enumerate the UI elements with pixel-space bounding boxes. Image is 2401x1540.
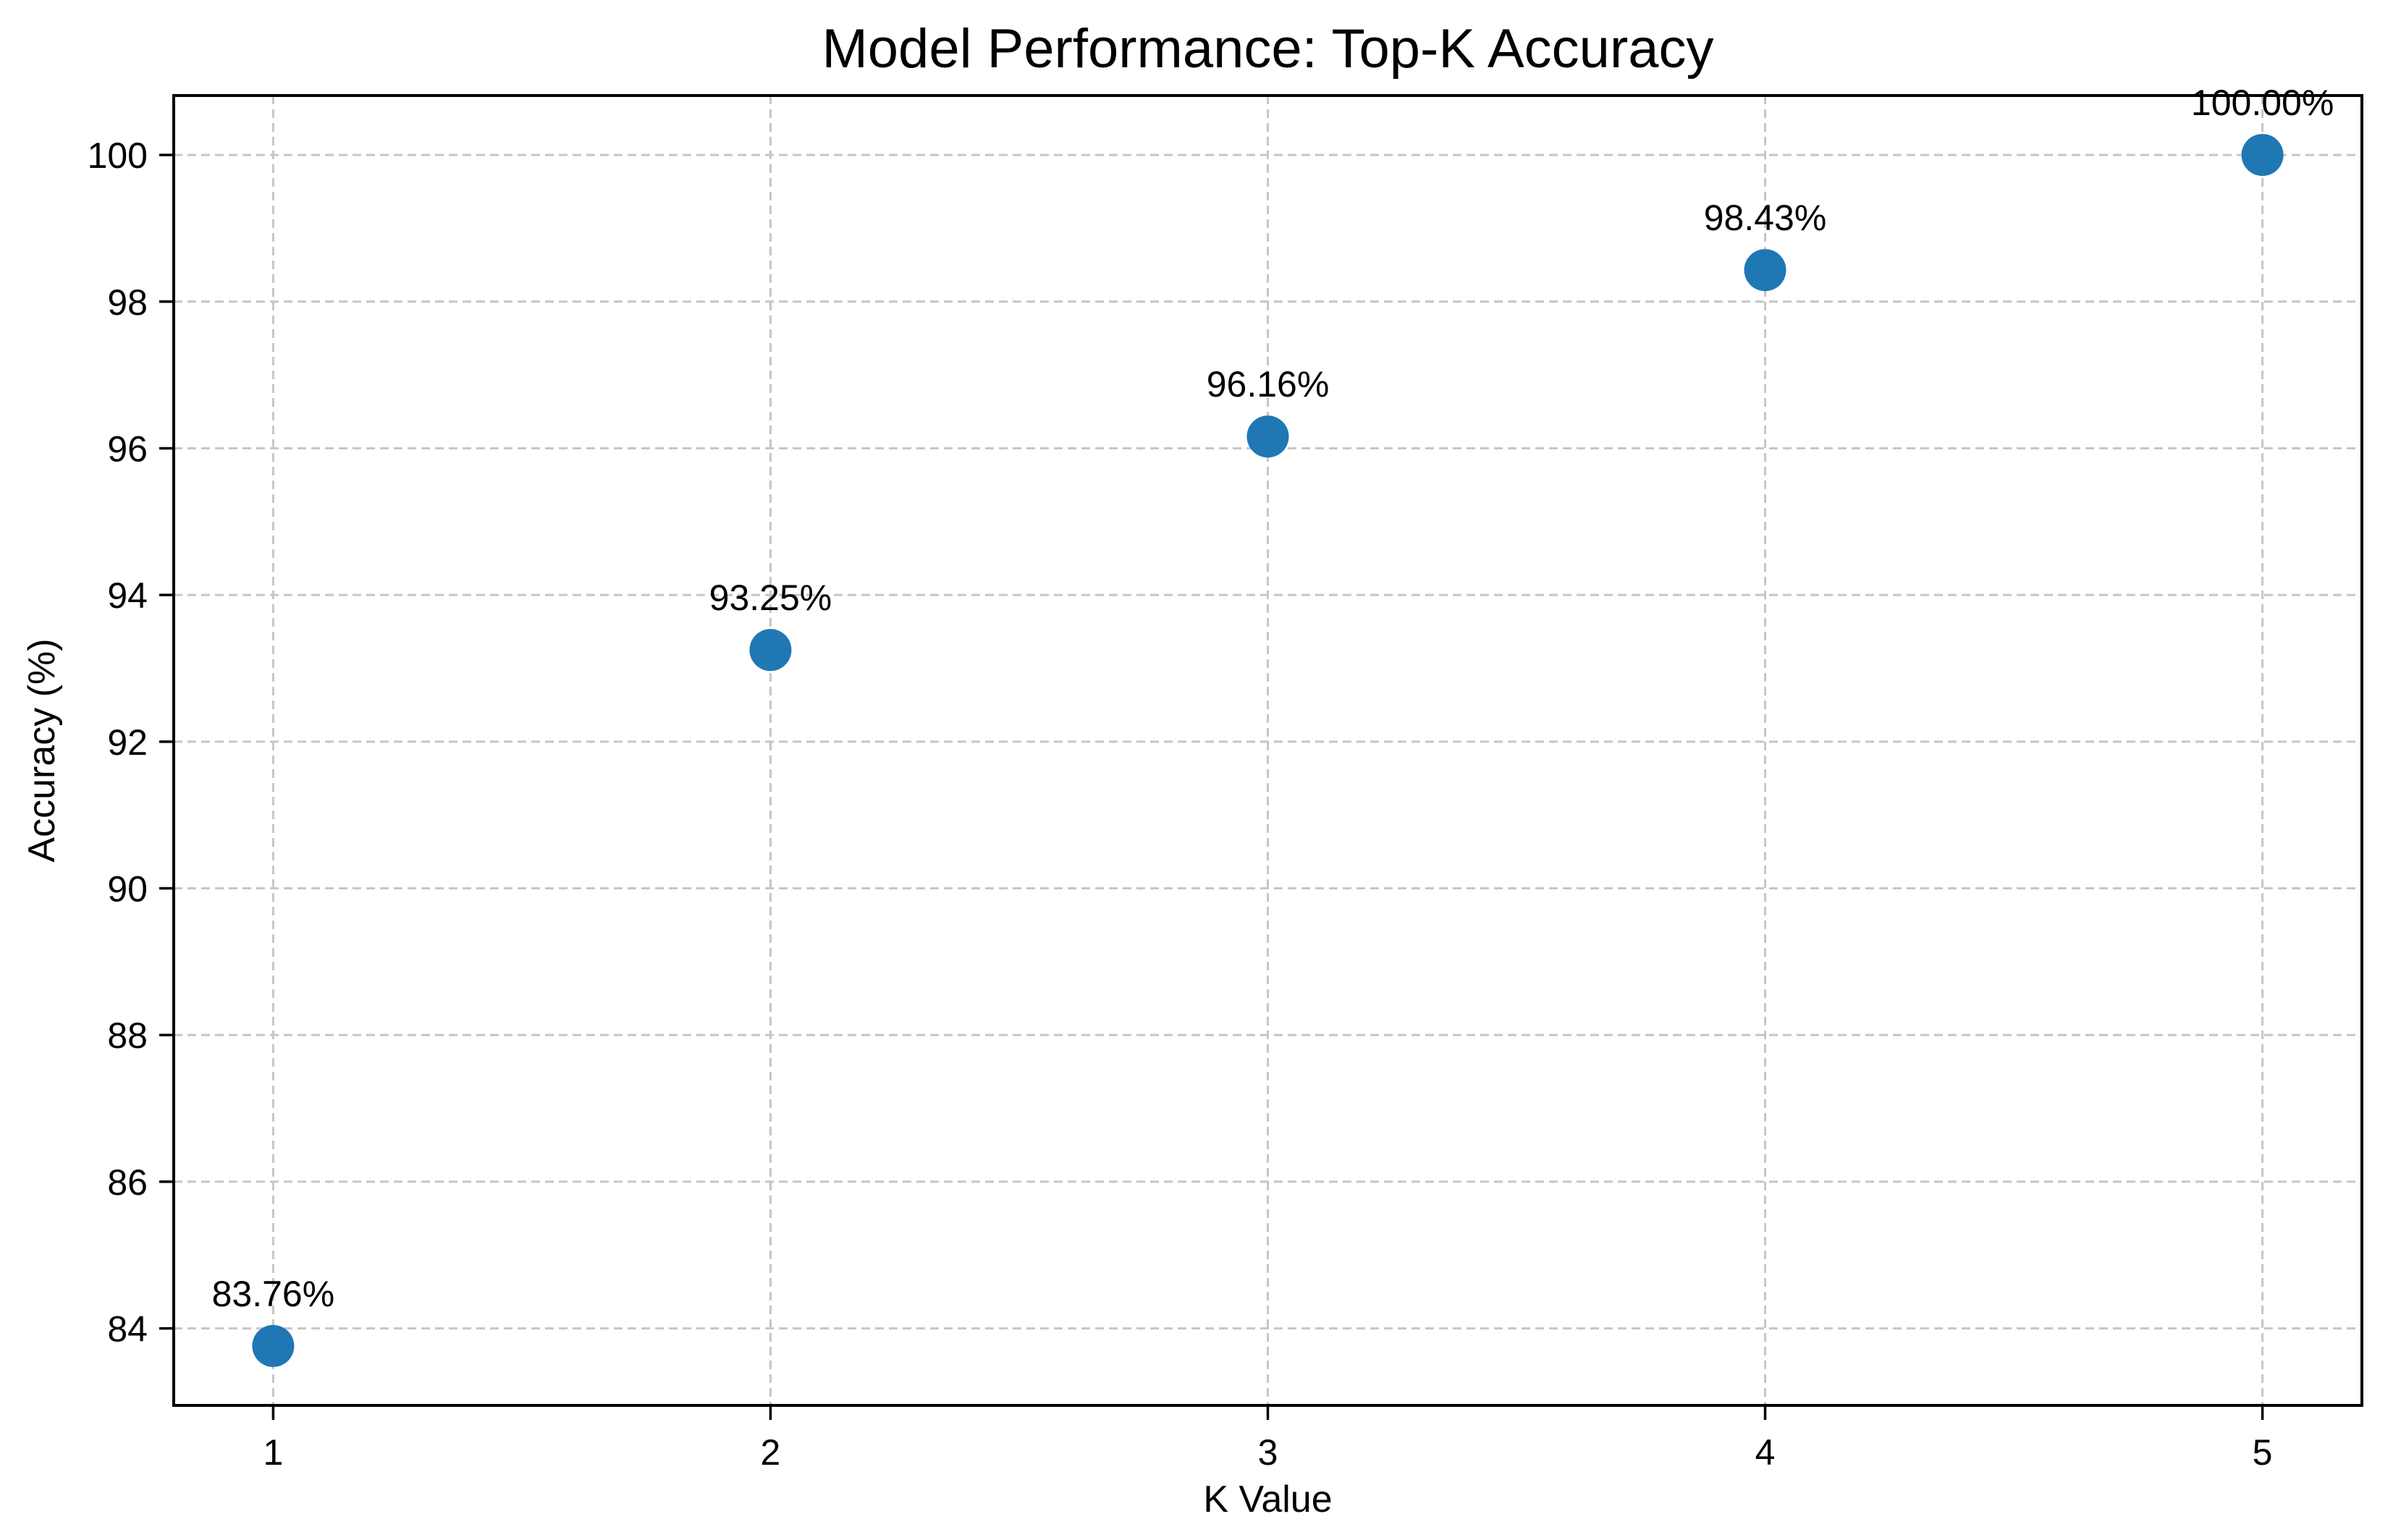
data-point bbox=[252, 1324, 295, 1367]
y-tick-label: 98 bbox=[107, 282, 148, 323]
y-tick-label: 96 bbox=[107, 428, 148, 469]
y-tick-label: 92 bbox=[107, 722, 148, 763]
data-point bbox=[2241, 134, 2284, 177]
point-value-label: 83.76% bbox=[212, 1274, 335, 1314]
point-value-label: 93.25% bbox=[709, 578, 832, 618]
point-value-label: 96.16% bbox=[1207, 364, 1330, 405]
x-tick-label: 2 bbox=[761, 1432, 781, 1473]
y-tick-label: 84 bbox=[107, 1309, 148, 1350]
point-value-label: 100.00% bbox=[2191, 82, 2334, 123]
y-tick-label: 86 bbox=[107, 1162, 148, 1203]
y-tick-label: 88 bbox=[107, 1015, 148, 1056]
data-point bbox=[1744, 249, 1786, 292]
y-tick-label: 100 bbox=[88, 135, 148, 176]
data-point bbox=[1246, 415, 1289, 458]
x-tick-label: 4 bbox=[1755, 1432, 1776, 1473]
x-axis-label: K Value bbox=[1203, 1478, 1333, 1520]
x-tick-label: 5 bbox=[2253, 1432, 2273, 1473]
y-axis-label: Accuracy (%) bbox=[21, 638, 63, 863]
y-tick-label: 90 bbox=[107, 869, 148, 910]
x-tick-label: 1 bbox=[263, 1432, 284, 1473]
x-tick-label: 3 bbox=[1258, 1432, 1278, 1473]
y-tick-label: 94 bbox=[107, 575, 148, 616]
data-point bbox=[749, 629, 792, 672]
point-value-label: 98.43% bbox=[1704, 198, 1827, 238]
chart-title: Model Performance: Top-K Accuracy bbox=[822, 18, 1714, 80]
